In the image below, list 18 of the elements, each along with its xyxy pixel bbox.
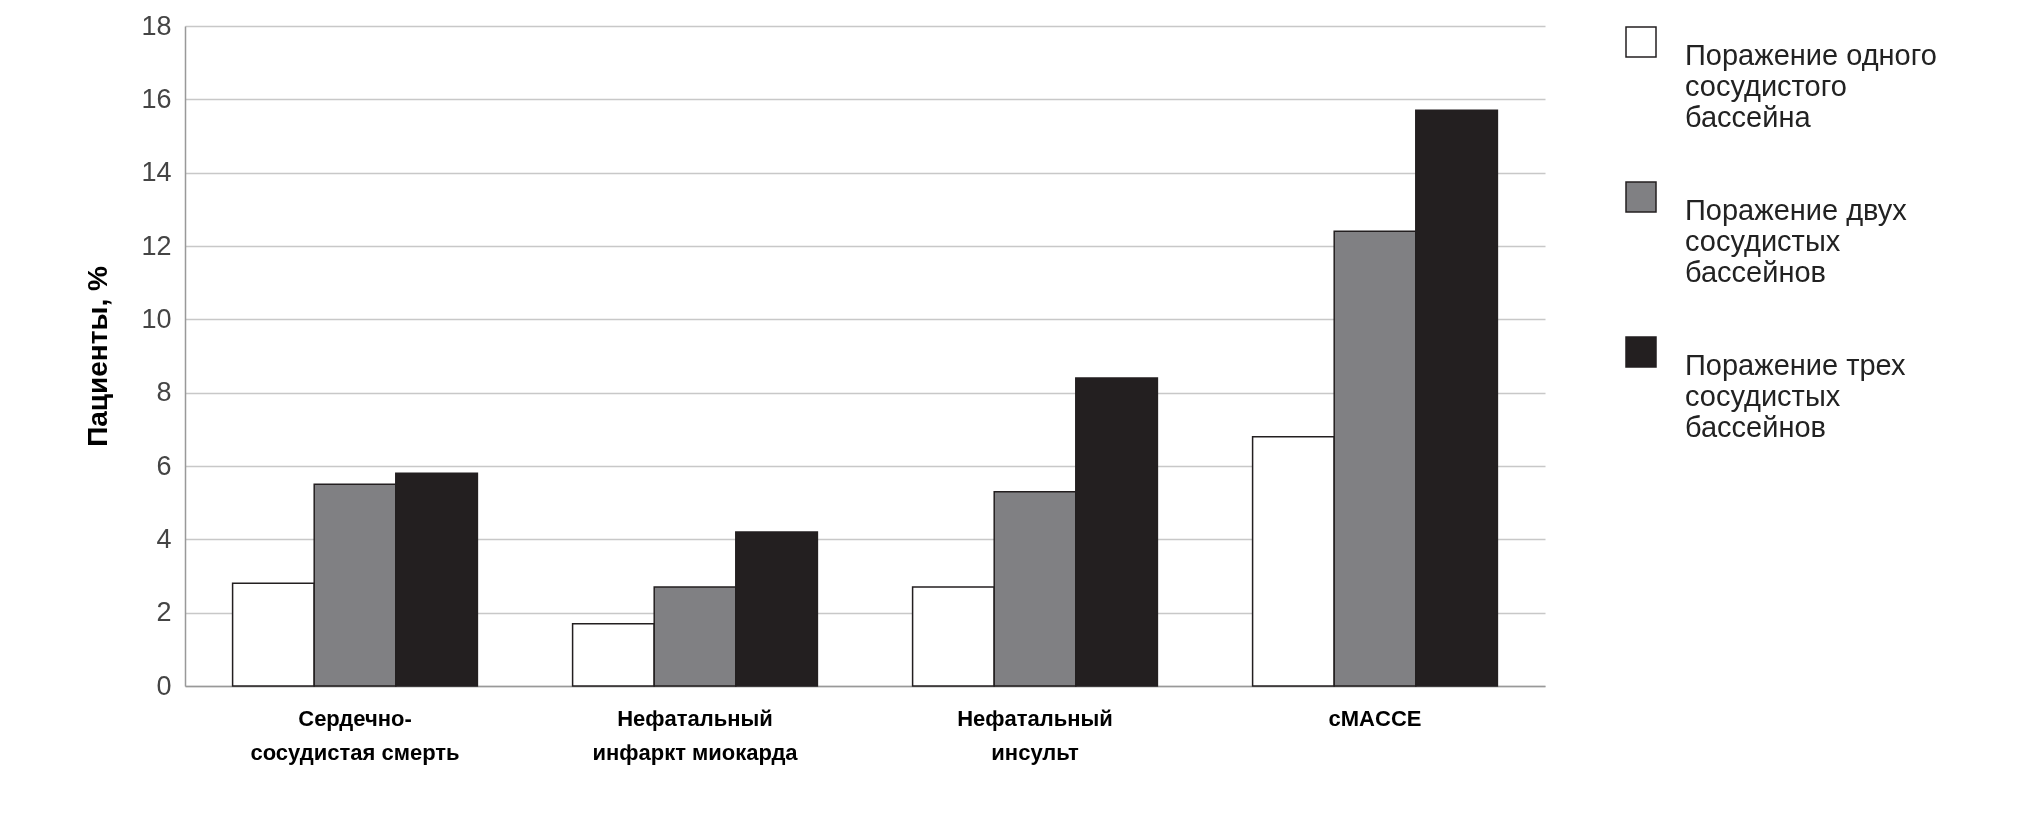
legend-label: Поражение одного сосудистого бассейна [1685, 39, 1937, 133]
y-tick-label: 18 [141, 10, 172, 41]
y-tick-label: 0 [156, 670, 172, 701]
y-tick-label: 8 [156, 377, 172, 408]
y-tick-label: 4 [156, 523, 172, 554]
y-tick-label: 10 [141, 303, 172, 334]
y-tick-label: 14 [141, 157, 172, 188]
x-tick-label: Сердечно-сосудистая смерть [250, 705, 460, 765]
y-tick-label: 6 [156, 450, 172, 481]
legend-label: Поражение двух сосудистых бассейнов [1685, 194, 1908, 288]
x-tick-label: Нефатальный инфаркт миокарда [592, 705, 799, 765]
y-axis-title: Пациенты, % [82, 266, 114, 447]
y-tick-label: 2 [156, 597, 172, 628]
x-tick-label: cMACCE [1328, 705, 1422, 731]
x-tick-label: Нефатальный инсульт [957, 705, 1113, 765]
legend-label: Поражение трех сосудистых бассейнов [1685, 349, 1907, 443]
y-tick-label: 16 [141, 83, 172, 114]
y-tick-label: 12 [141, 230, 172, 261]
